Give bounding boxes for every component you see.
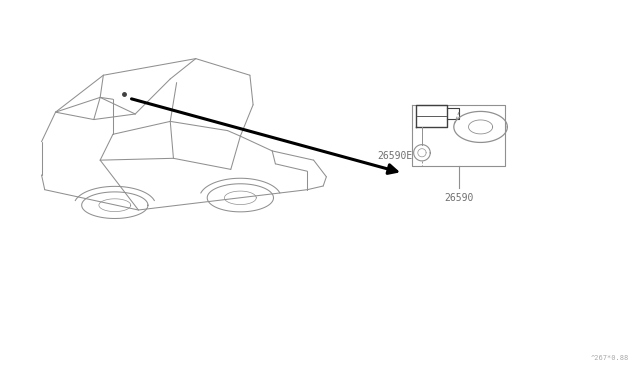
- Text: ^267*0.88: ^267*0.88: [591, 355, 629, 361]
- Text: 26590E: 26590E: [377, 151, 412, 161]
- Text: 26590: 26590: [444, 193, 474, 203]
